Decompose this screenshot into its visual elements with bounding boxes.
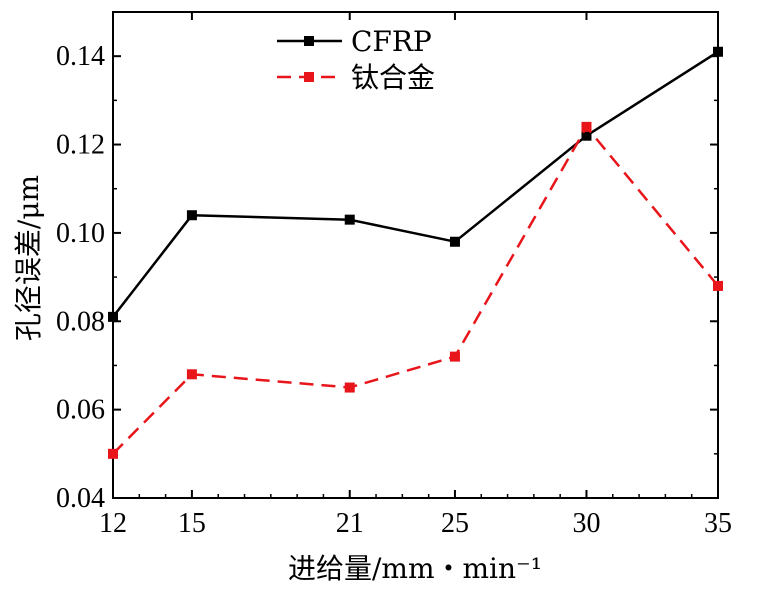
data-point-series-2 [713, 280, 723, 291]
data-point-series-2 [449, 351, 460, 362]
data-point-series-1 [449, 236, 460, 247]
data-point-series-1 [713, 46, 723, 57]
legend-label-1: CFRP [351, 25, 432, 58]
x-tick-label: 35 [704, 508, 732, 539]
y-tick-label: 0.12 [56, 130, 105, 161]
legend-label-2: 钛合金 [351, 61, 435, 94]
legend-marker-2 [304, 72, 314, 82]
x-tick-label: 12 [99, 508, 127, 539]
x-tick-label: 15 [178, 508, 206, 539]
x-tick-label: 25 [441, 508, 469, 539]
plot-frame [112, 11, 719, 499]
series-line-1 [112, 50, 719, 318]
data-point-series-1 [581, 130, 592, 141]
legend-marker-1 [304, 36, 314, 46]
x-tick-label: 30 [572, 508, 600, 539]
x-tick-label: 21 [336, 508, 364, 539]
data-point-series-1 [108, 311, 118, 322]
y-tick-label: 0.08 [56, 306, 105, 337]
y-tick-label: 0.10 [56, 218, 105, 249]
y-tick-label: 0.06 [56, 395, 105, 426]
data-point-series-2 [108, 448, 118, 459]
data-point-series-2 [344, 382, 355, 393]
series-line-2 [112, 125, 719, 455]
data-point-series-1 [186, 210, 197, 221]
y-tick-label: 0.14 [56, 41, 105, 72]
x-axis-title: 进给量/mm・min⁻¹ [288, 552, 542, 585]
y-tick-label: 0.04 [56, 483, 105, 514]
data-point-series-2 [581, 121, 592, 132]
data-point-series-1 [344, 214, 355, 225]
y-axis-title: 孔径误差/μm [12, 175, 45, 341]
data-point-series-2 [186, 369, 197, 380]
